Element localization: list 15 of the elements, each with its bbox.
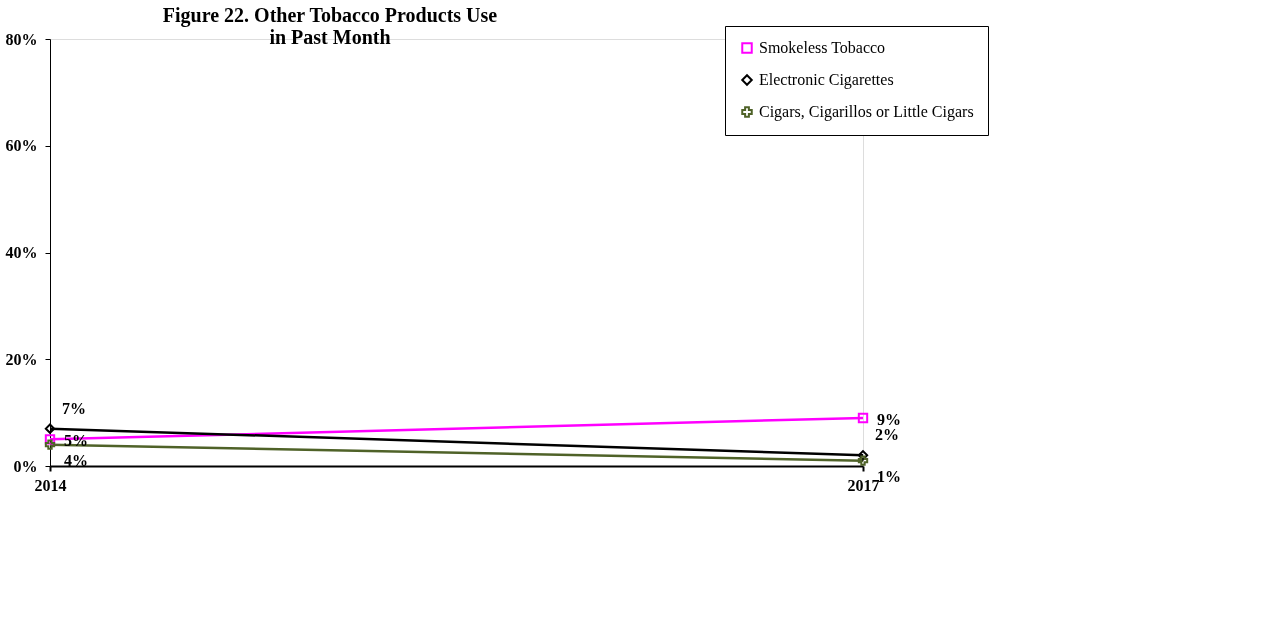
legend-label: Smokeless Tobacco	[759, 39, 886, 56]
legend-label: Cigars, Cigarillos or Little Cigars	[759, 103, 974, 121]
y-tick-label: 60%	[5, 137, 38, 155]
x-tick-label: 2014	[34, 476, 67, 494]
data-label: 7%	[62, 399, 86, 417]
data-label: 2%	[875, 426, 899, 444]
data-label: 4%	[64, 451, 88, 469]
y-tick-label: 40%	[5, 244, 38, 261]
chart-title: Figure 22. Other Tobacco Products Use in Past Month	[162, 3, 498, 48]
x-tick-label: 2017	[847, 476, 880, 494]
legend-label: Electronic Cigarettes	[759, 71, 894, 89]
y-tick-label: 0%	[13, 457, 38, 475]
y-tick-label: 80%	[5, 30, 38, 48]
data-label: 9%	[877, 410, 901, 428]
y-tick-label: 20%	[5, 350, 38, 368]
